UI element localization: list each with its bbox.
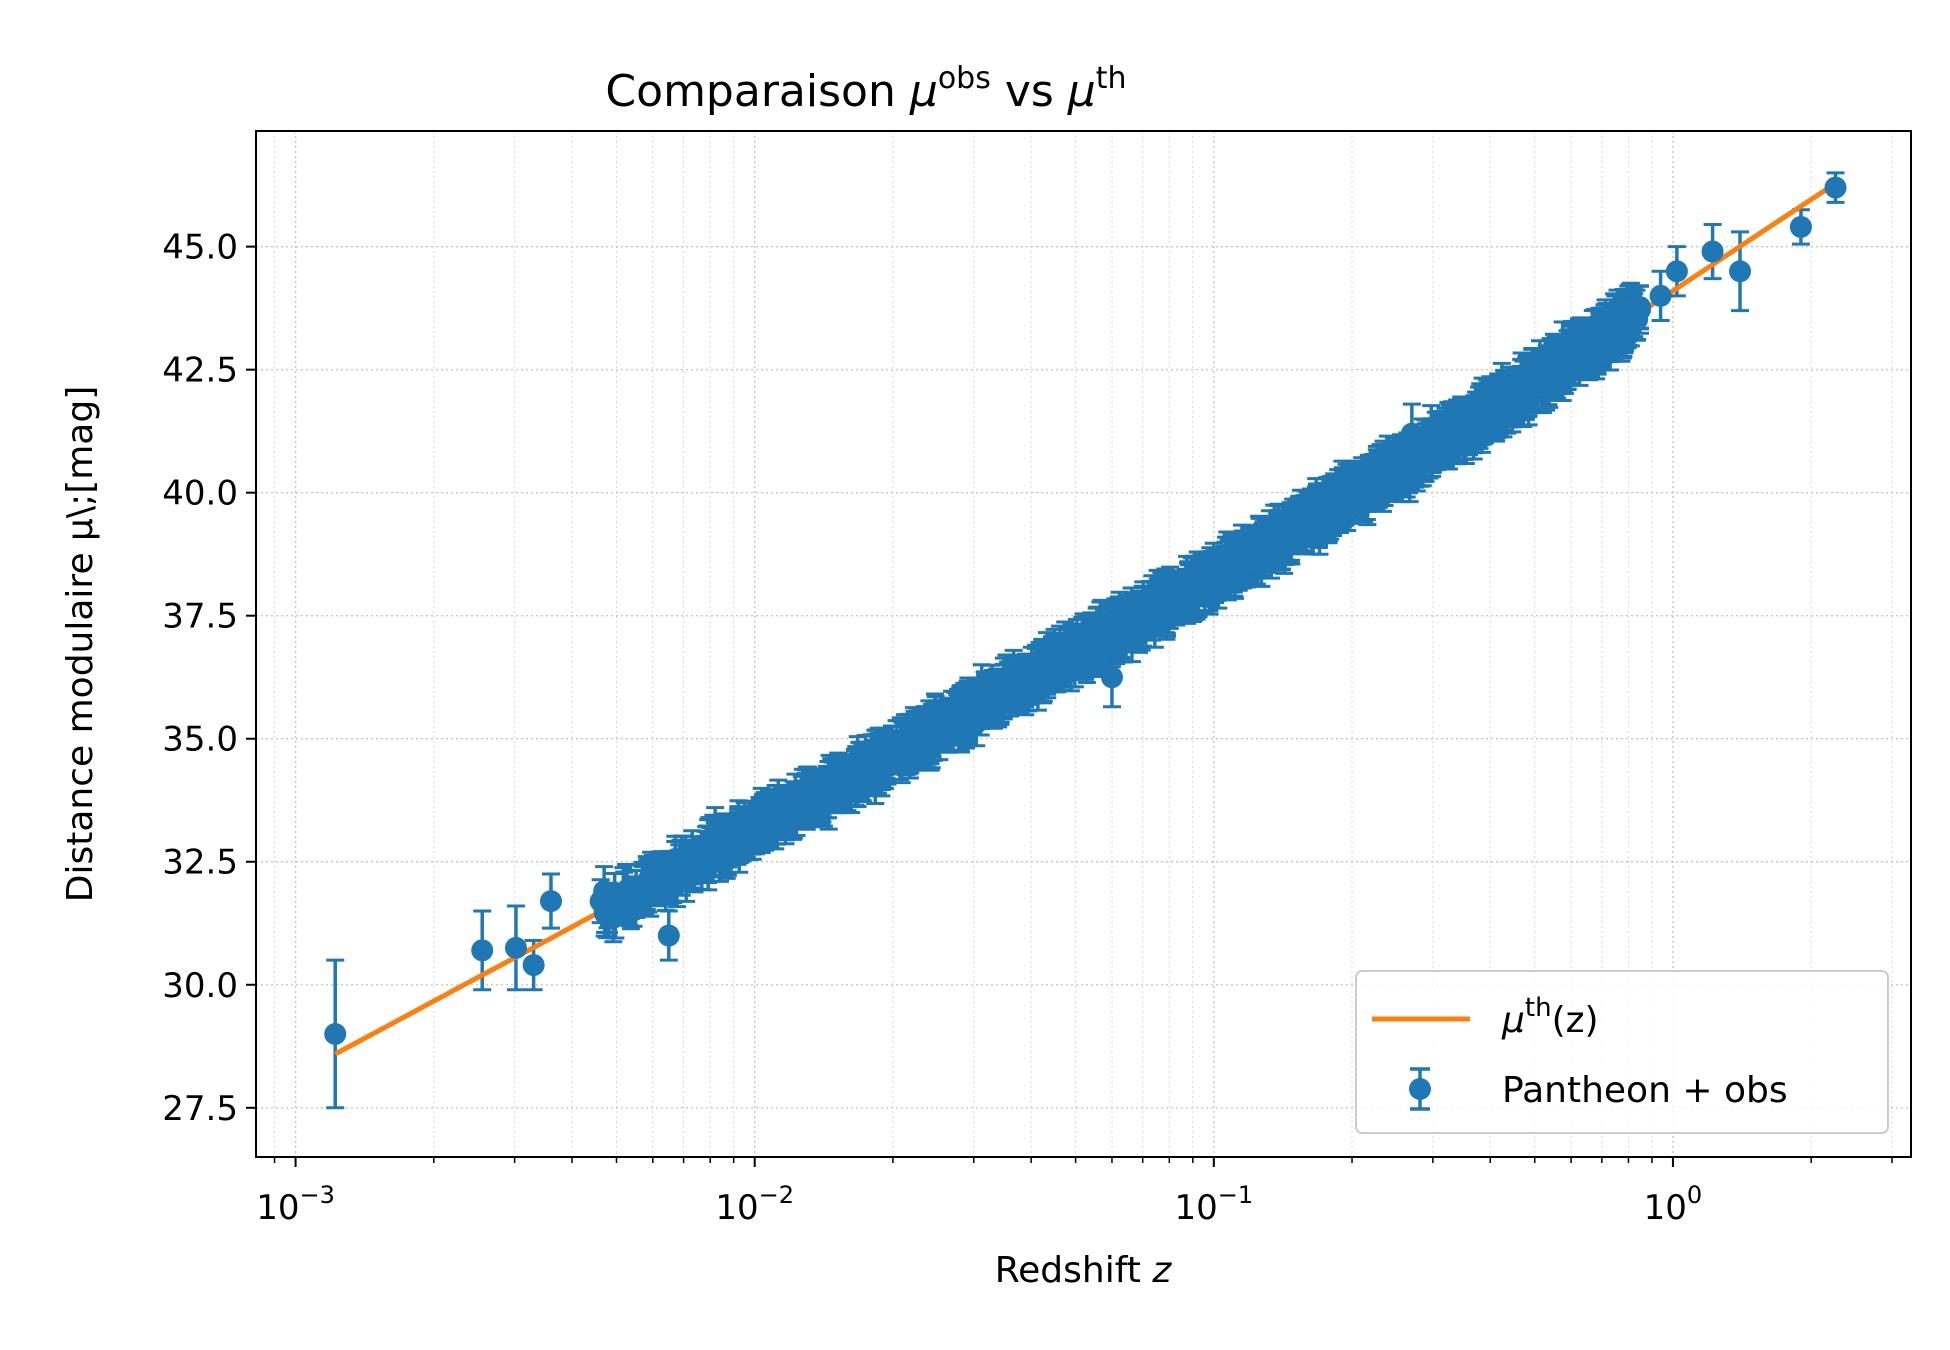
data-point xyxy=(632,877,655,900)
data-point xyxy=(1605,321,1628,344)
data-point xyxy=(1824,176,1847,199)
data-point xyxy=(1445,423,1468,446)
data-point xyxy=(1003,673,1026,696)
data-point xyxy=(471,939,494,962)
x-tick-label: 10−1 xyxy=(1174,1181,1253,1228)
data-point xyxy=(1409,451,1432,474)
data-point xyxy=(873,753,896,776)
x-tick-label: 100 xyxy=(1644,1181,1703,1228)
data-point xyxy=(1286,511,1309,534)
data-point xyxy=(596,902,619,925)
data-point xyxy=(539,890,562,913)
data-point xyxy=(704,821,727,844)
data-point xyxy=(1701,240,1724,263)
legend-errorbar-swatch xyxy=(1409,1067,1431,1111)
data-point xyxy=(855,762,878,785)
legend: μth(z) Pantheon + obs xyxy=(1355,970,1889,1134)
data-point xyxy=(821,769,844,792)
data-point xyxy=(1580,341,1603,364)
data-point xyxy=(1161,588,1184,611)
y-tick-label: 30.0 xyxy=(162,966,238,1006)
data-point xyxy=(1240,544,1263,567)
legend-box xyxy=(1355,970,1889,1134)
data-point xyxy=(1729,260,1752,283)
data-point xyxy=(1129,611,1152,634)
data-points xyxy=(324,176,1847,1045)
x-axis-ticks: 10−3 10−2 10−1 100 xyxy=(256,1157,1893,1228)
data-point xyxy=(1551,347,1574,370)
data-point xyxy=(1462,408,1485,431)
data-point xyxy=(807,788,830,811)
y-tick-label: 45.0 xyxy=(162,228,238,268)
y-tick-label: 35.0 xyxy=(162,720,238,760)
y-tick-label: 42.5 xyxy=(162,351,238,391)
y-tick-label: 32.5 xyxy=(162,843,238,883)
data-point xyxy=(1336,483,1359,506)
data-point xyxy=(908,724,931,747)
data-point xyxy=(782,793,805,816)
data-point xyxy=(1422,436,1445,459)
y-tick-label: 37.5 xyxy=(162,597,238,637)
legend-label-model: μth(z) xyxy=(1501,993,1599,1041)
y-tick-label: 27.5 xyxy=(162,1089,238,1129)
data-point xyxy=(1071,629,1094,652)
data-point xyxy=(522,954,545,977)
data-point xyxy=(1260,528,1283,551)
data-point xyxy=(324,1022,347,1045)
data-point xyxy=(1649,284,1672,307)
data-point xyxy=(970,676,993,699)
y-axis-label: Distance modulaire μ\;[mag] xyxy=(60,386,101,903)
data-point xyxy=(593,880,616,903)
data-point xyxy=(1480,400,1503,423)
data-point xyxy=(1100,666,1123,689)
chart-title: Comparaison μobs vs μth xyxy=(605,61,1126,117)
y-axis-ticks: 27.5 30.0 32.5 35.0 37.5 40.0 42.5 45.0 xyxy=(162,228,256,1129)
data-point xyxy=(1216,543,1239,566)
data-point xyxy=(1186,569,1209,592)
data-point xyxy=(1039,658,1062,681)
data-point xyxy=(504,936,527,959)
data-point xyxy=(1529,369,1552,392)
data-point xyxy=(1665,260,1688,283)
data-point xyxy=(1400,422,1423,445)
data-point xyxy=(1392,451,1415,474)
x-axis-label: Redshift z xyxy=(995,1250,1173,1291)
legend-label-observations: Pantheon + obs xyxy=(1502,1070,1788,1111)
y-tick-label: 40.0 xyxy=(162,474,238,514)
data-point xyxy=(947,710,970,733)
data-point xyxy=(1094,633,1117,656)
data-point xyxy=(662,865,685,888)
data-point xyxy=(688,846,711,869)
plot-frame xyxy=(255,130,1912,1158)
data-point xyxy=(1612,304,1635,327)
data-point xyxy=(1789,215,1812,238)
data-point xyxy=(725,824,748,847)
x-tick-label: 10−3 xyxy=(256,1181,335,1228)
data-point xyxy=(657,924,680,947)
x-tick-label: 10−2 xyxy=(715,1181,794,1228)
data-point xyxy=(1299,496,1322,519)
data-point xyxy=(1376,467,1399,490)
